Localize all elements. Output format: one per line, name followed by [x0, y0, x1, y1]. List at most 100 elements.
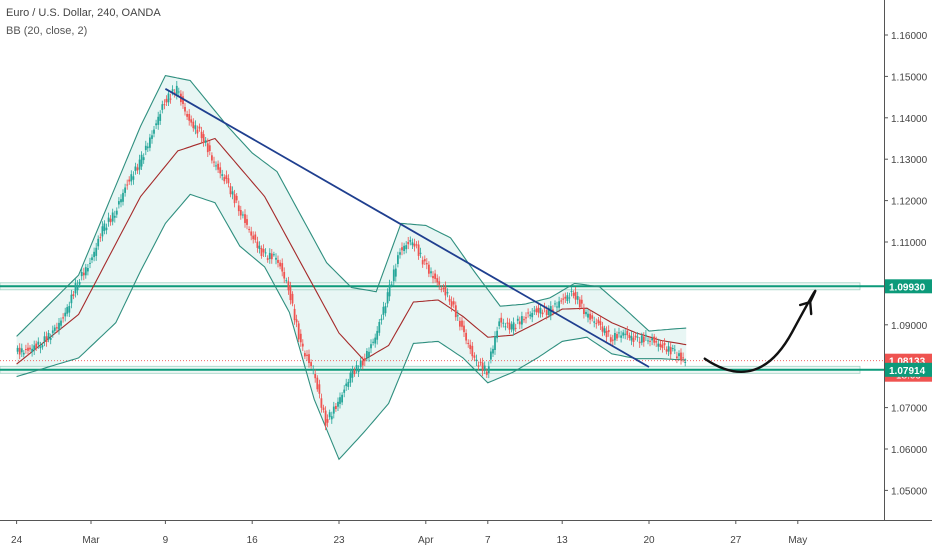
time-tick-label: 23: [333, 535, 345, 546]
candle-body: [157, 116, 160, 125]
candle-body: [673, 349, 676, 351]
candle-body: [678, 353, 680, 357]
candle-body: [35, 343, 38, 349]
price-label-text-3: 1.07914: [889, 366, 926, 377]
candle-body: [636, 336, 639, 338]
candle-body: [397, 255, 399, 264]
candle-body: [481, 362, 484, 372]
candle-body: [227, 178, 230, 184]
candle-body: [51, 330, 54, 333]
candle-body: [413, 243, 416, 247]
candle-body: [438, 281, 441, 285]
candle-body: [120, 199, 122, 203]
candle-body: [194, 125, 197, 130]
candle-body: [109, 218, 112, 223]
candle-body: [33, 345, 36, 351]
candle-body: [357, 370, 360, 373]
descending-trendline: [164, 88, 650, 368]
candle-body: [589, 313, 591, 320]
candle-body: [465, 332, 467, 341]
candle-body: [233, 194, 236, 204]
candle-body: [378, 322, 381, 333]
candle-body: [392, 269, 395, 282]
candle-body: [186, 114, 188, 117]
bollinger-band-fill: [16, 75, 687, 460]
candle-body: [279, 262, 281, 267]
candle-body: [587, 313, 589, 318]
candle-body: [151, 135, 153, 139]
candle-body: [568, 297, 571, 299]
candle-body: [682, 357, 684, 359]
candle-body: [231, 191, 234, 195]
candle-body: [605, 331, 608, 338]
candle-body: [264, 252, 267, 254]
price-tick-label: 1.13000: [891, 155, 928, 166]
time-tick-label: Mar: [82, 535, 100, 546]
candle-body: [510, 324, 513, 330]
candle-body: [196, 129, 199, 134]
candle-body: [363, 358, 366, 362]
candle-body: [345, 383, 348, 387]
candle-body: [597, 319, 600, 324]
candle-body: [599, 321, 602, 326]
candle-body: [366, 351, 368, 359]
candle-body: [665, 349, 668, 352]
candle-body: [72, 294, 75, 296]
candle-body: [353, 370, 356, 375]
candle-body: [198, 126, 201, 129]
candle-body: [506, 322, 509, 324]
candle-body: [103, 223, 106, 231]
candle-body: [47, 333, 50, 340]
candle-body: [659, 343, 662, 347]
candle-body: [657, 343, 660, 347]
time-tick-label: 7: [485, 535, 491, 546]
candle-body: [293, 308, 296, 321]
candle-body: [554, 303, 556, 305]
candle-body: [126, 184, 129, 186]
candle-body: [463, 325, 465, 333]
candle-body: [361, 360, 364, 366]
candle-body: [432, 276, 434, 279]
bb-lower-line: [16, 193, 687, 461]
candle-body: [521, 316, 523, 325]
candle-body: [638, 341, 641, 344]
candle-body: [487, 366, 490, 374]
candle-body: [343, 389, 346, 393]
price-axis-background: [884, 0, 932, 550]
candle-body: [440, 288, 443, 290]
candle-body: [494, 336, 496, 350]
candle-body: [626, 330, 629, 336]
candle-body: [490, 351, 492, 360]
time-tick-label: 24: [11, 535, 23, 546]
candle-body: [219, 167, 222, 174]
candle-body: [421, 260, 424, 265]
candle-body: [539, 308, 542, 314]
candle-body: [184, 107, 186, 112]
candle-body: [206, 143, 209, 153]
candle-body: [118, 201, 120, 205]
candle-body: [268, 252, 271, 259]
candle-body: [29, 347, 31, 350]
candle-body: [386, 292, 389, 304]
candle-body: [552, 309, 554, 312]
candle-body: [583, 308, 585, 314]
candle-body: [444, 286, 447, 296]
candle-body: [250, 231, 253, 236]
candle-body: [576, 296, 579, 300]
time-tick-label: 20: [643, 535, 655, 546]
projection-arrow-head: [799, 300, 813, 316]
candle-body: [93, 251, 95, 258]
candle-body: [260, 248, 263, 256]
candle-body: [574, 291, 577, 300]
candle-body: [461, 320, 463, 327]
price-tick-label: 1.09000: [891, 321, 928, 332]
candle-body: [20, 348, 23, 353]
candle-body: [39, 346, 42, 349]
candle-body: [217, 163, 219, 170]
candle-body: [564, 296, 567, 299]
candle-body: [314, 374, 317, 379]
candle-body: [500, 317, 503, 323]
candle-body: [320, 398, 323, 408]
